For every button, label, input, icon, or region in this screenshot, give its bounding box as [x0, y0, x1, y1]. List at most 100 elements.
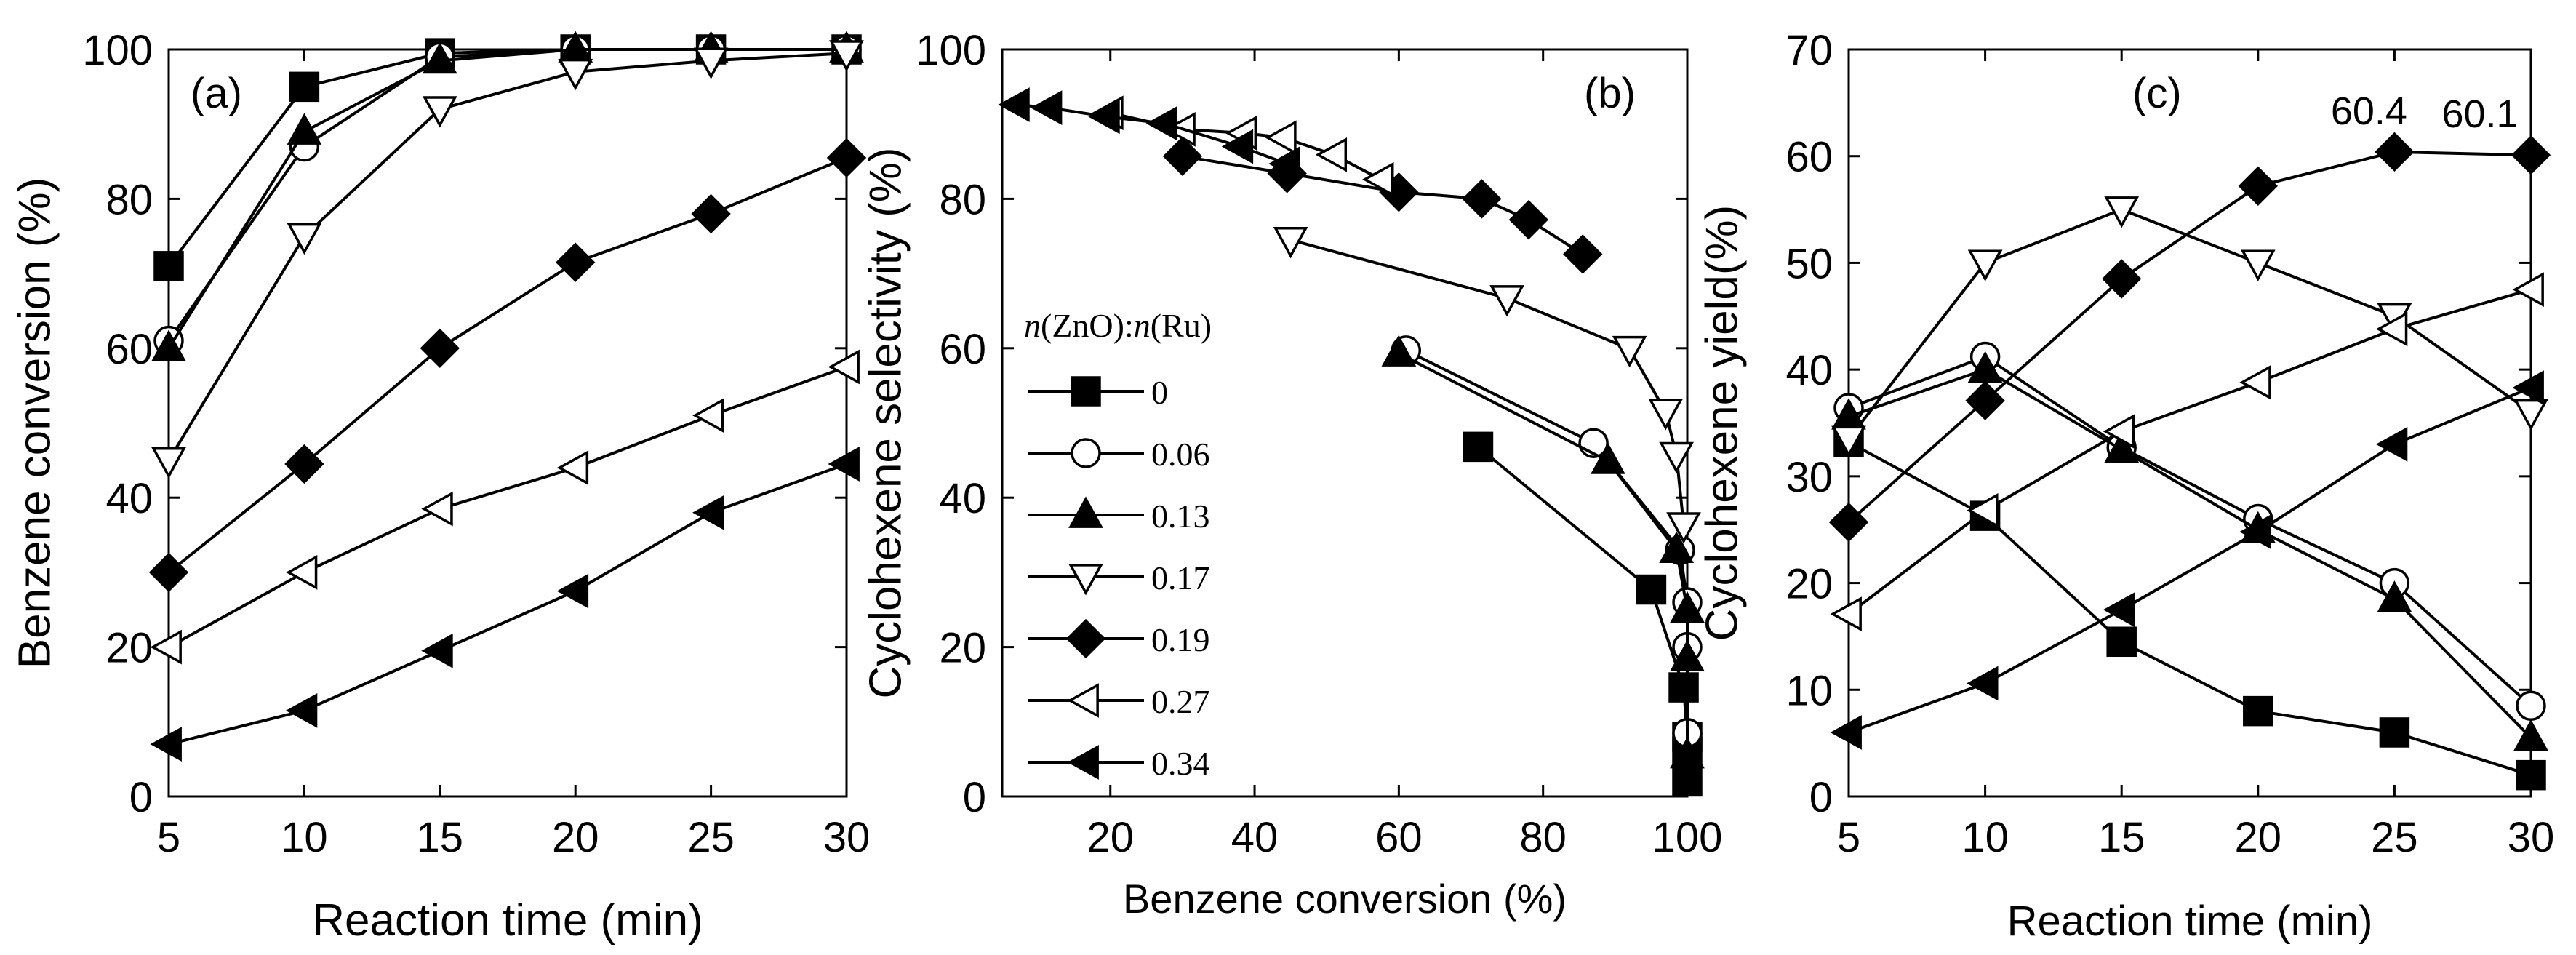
panel-b-label: (b) — [1584, 70, 1636, 117]
x-tick-label: 20 — [2235, 814, 2282, 861]
series-a-0.27 — [150, 349, 860, 665]
data-point — [1672, 766, 1703, 797]
y-tick-label: 60 — [939, 326, 986, 373]
legend-title-part: (Ru) — [1151, 307, 1212, 344]
series-b-0.17 — [1273, 226, 1701, 544]
data-point — [556, 450, 589, 485]
series-line — [1477, 445, 1689, 782]
panel-b: 20 40 60 80 100 0 20 40 60 80 100 Benzene conversio… — [860, 27, 1722, 922]
legend-marker — [1068, 496, 1103, 528]
data-point — [2243, 695, 2273, 727]
x-tick-label: 10 — [1961, 814, 2009, 861]
data-point — [1668, 672, 1699, 703]
series-line — [167, 156, 847, 574]
y-tick-label: 40 — [939, 475, 986, 522]
series-c-0.19 — [1828, 132, 2551, 543]
data-point — [1967, 249, 2003, 281]
y-tick-label: 60 — [1785, 134, 1833, 181]
data-point — [1273, 226, 1308, 259]
data-point — [692, 398, 724, 433]
legend-marker — [1068, 564, 1103, 596]
data-point — [1265, 120, 1297, 156]
data-point — [148, 552, 189, 593]
series-line — [168, 365, 847, 649]
data-point — [1612, 335, 1647, 368]
legend-item: 0 — [1028, 374, 1168, 411]
y-tick-label: 30 — [1785, 454, 1833, 501]
data-point — [1659, 441, 1694, 474]
data-point — [1967, 666, 1999, 701]
data-point — [826, 137, 867, 178]
panel-c-label: (c) — [2132, 70, 2182, 117]
data-point — [1828, 502, 1869, 543]
legend-item: 0.19 — [1028, 618, 1210, 659]
series-line — [1847, 288, 2532, 615]
legend-label: 0 — [1151, 374, 1168, 411]
series-c-0.27 — [1830, 272, 2544, 631]
panel-c-xlabel: Reaction time (min) — [2007, 898, 2373, 945]
series-line — [168, 463, 847, 746]
series-a-0.17 — [151, 40, 864, 479]
data-point — [2104, 196, 2140, 228]
panel-b-xlabel: Benzene conversion (%) — [1123, 876, 1567, 922]
series-line — [167, 52, 847, 461]
y-tick-label: 20 — [939, 625, 986, 672]
series-line — [1848, 355, 2532, 707]
data-point — [1666, 512, 1701, 544]
series-b-0.34 — [998, 87, 1300, 181]
panel-a-ylabel: Benzene conversion (%) — [9, 177, 60, 668]
legend-item: 0.17 — [1028, 559, 1210, 596]
y-tick-label: 0 — [1809, 774, 1833, 821]
data-point — [153, 251, 184, 281]
data-point — [556, 242, 596, 282]
data-point — [150, 727, 182, 762]
data-point — [692, 495, 724, 530]
data-point — [2106, 626, 2137, 658]
legend: n(ZnO):n(Ru)00.060.130.170.190.270.34 — [1024, 307, 1212, 782]
y-tick-label: 60 — [105, 326, 153, 373]
data-point — [691, 193, 731, 234]
data-point — [2238, 166, 2278, 206]
y-tick-label: 40 — [1785, 347, 1833, 394]
x-tick-label: 30 — [823, 814, 871, 861]
series-b-0.19 — [1162, 136, 1603, 274]
data-point — [1489, 285, 1524, 317]
panel-a: 5 10 15 20 25 30 0 20 40 60 80 100 Reaction time (mi… — [9, 27, 870, 946]
y-tick-label: 20 — [1785, 561, 1833, 608]
series-line — [1848, 441, 2532, 777]
data-point — [289, 71, 320, 103]
data-point — [2512, 272, 2544, 307]
data-point — [1830, 715, 1862, 750]
x-tick-label: 5 — [1837, 814, 1860, 861]
data-point — [1831, 425, 1866, 457]
y-tick-label: 80 — [939, 176, 986, 223]
x-tick-label: 30 — [2508, 814, 2555, 861]
panel-c-ylabel: Cyclohexene yield(%) — [1697, 205, 1747, 642]
x-tick-label: 5 — [157, 814, 180, 861]
legend-item: 0.27 — [1028, 683, 1210, 720]
x-tick-label: 100 — [1652, 814, 1723, 861]
y-tick-label: 0 — [963, 774, 986, 821]
data-point — [1830, 596, 1862, 631]
data-point — [2513, 719, 2548, 751]
legend-label: 0.34 — [1151, 745, 1210, 782]
data-point — [693, 47, 729, 79]
series-line — [1847, 150, 2532, 524]
x-tick-label: 25 — [2371, 814, 2418, 861]
data-point — [284, 444, 324, 484]
legend-marker — [1067, 745, 1099, 780]
legend-marker — [1071, 376, 1101, 407]
data-point — [285, 555, 318, 590]
data-point — [1463, 431, 1494, 463]
legend-title-part: n — [1134, 307, 1151, 344]
panel-c-frame — [1847, 48, 2532, 798]
data-point — [1362, 161, 1394, 197]
annotation-label: 60.4 — [2331, 89, 2407, 133]
series-a-0.19 — [148, 137, 867, 593]
data-point — [828, 349, 860, 385]
legend-label: 0.17 — [1151, 559, 1210, 596]
data-point — [420, 328, 460, 368]
data-point — [422, 41, 457, 74]
data-point — [2511, 135, 2551, 175]
data-point — [558, 58, 593, 91]
